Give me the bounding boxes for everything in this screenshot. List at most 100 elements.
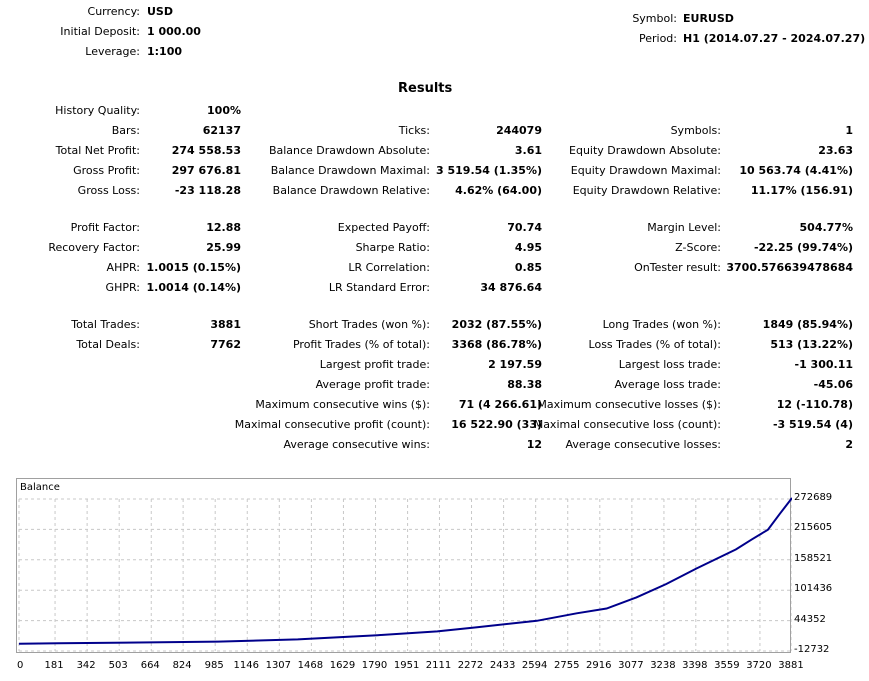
header-label: Period:	[638, 32, 677, 45]
stat-label: Average consecutive losses:	[565, 438, 721, 451]
stat-value: 2032 (87.55%)	[451, 318, 542, 331]
stat-label: Total Trades:	[71, 318, 140, 331]
stat-value: 2	[845, 438, 853, 451]
header-label: Symbol:	[632, 12, 677, 25]
stat-value: 16 522.90 (33)	[451, 418, 542, 431]
stat-value: 1.0014 (0.14%)	[146, 281, 242, 294]
stat-value: 25.99	[206, 241, 241, 254]
stat-label: LR Correlation:	[348, 261, 430, 274]
stat-label: Total Net Profit:	[55, 144, 140, 157]
stat-label: Profit Factor:	[70, 221, 140, 234]
stat-value: 88.38	[507, 378, 542, 391]
stat-label: Average profit trade:	[315, 378, 430, 391]
x-tick-label: 824	[172, 660, 192, 671]
x-tick-label: 664	[140, 660, 160, 671]
stat-value: 3 519.54 (1.35%)	[436, 164, 542, 177]
stat-label: Average consecutive wins:	[283, 438, 430, 451]
stat-value: 3700.576639478684	[726, 261, 853, 274]
stat-label: Recovery Factor:	[48, 241, 140, 254]
stat-label: LR Standard Error:	[328, 281, 430, 294]
stat-label: Balance Drawdown Absolute:	[268, 144, 430, 157]
stat-value: 0.85	[514, 261, 542, 274]
y-tick-label: 158521	[794, 552, 833, 564]
stat-value: 12	[526, 438, 542, 451]
stat-value: 34 876.64	[480, 281, 542, 294]
y-tick-label: 44352	[794, 613, 826, 625]
x-tick-label: 342	[76, 660, 96, 671]
x-tick-label: 2594	[521, 660, 548, 671]
stat-value: 4.95	[514, 241, 542, 254]
stat-value: 70.74	[507, 221, 542, 234]
stat-label: Balance Drawdown Relative:	[272, 184, 430, 197]
stat-value: 4.62% (64.00)	[455, 184, 542, 197]
stat-value: 504.77%	[799, 221, 853, 234]
header-value: 1:100	[147, 45, 183, 58]
stat-label: Maximal consecutive profit (count):	[234, 418, 430, 431]
stat-value: 3881	[210, 318, 241, 331]
y-tick-label: 272689	[794, 492, 833, 503]
x-tick-label: 3398	[682, 660, 708, 671]
stat-value: 244079	[496, 124, 542, 137]
stat-label: Profit Trades (% of total):	[292, 338, 430, 351]
stat-value: 1	[845, 124, 853, 137]
stat-label: Equity Drawdown Maximal:	[570, 164, 721, 177]
x-tick-label: 1146	[233, 660, 259, 671]
stat-label: Maximum consecutive losses ($):	[537, 398, 721, 411]
x-tick-label: 3881	[778, 660, 804, 671]
stat-value: 1849 (85.94%)	[762, 318, 853, 331]
stat-value: 100%	[207, 104, 241, 117]
chart-title: Balance	[20, 482, 60, 493]
stat-label: Sharpe Ratio:	[355, 241, 430, 254]
stat-label: Expected Payoff:	[337, 221, 430, 234]
stat-value: 23.63	[818, 144, 853, 157]
balance-chart	[16, 478, 792, 653]
stat-label: Short Trades (won %):	[308, 318, 430, 331]
x-tick-label: 503	[108, 660, 128, 671]
stat-value: -3 519.54 (4)	[772, 418, 853, 431]
stat-label: GHPR:	[105, 281, 140, 294]
stat-label: Ticks:	[398, 124, 430, 137]
stat-value: 2 197.59	[488, 358, 542, 371]
stat-label: Margin Level:	[647, 221, 721, 234]
x-tick-label: 181	[44, 660, 64, 671]
stat-value: 7762	[210, 338, 241, 351]
stat-label: Long Trades (won %):	[602, 318, 721, 331]
x-tick-label: 1790	[361, 660, 388, 671]
stat-value: -1 300.11	[794, 358, 854, 371]
balance-line	[18, 497, 792, 645]
stat-label: Equity Drawdown Relative:	[572, 184, 721, 197]
header-value: EURUSD	[683, 12, 734, 25]
stat-label: Largest profit trade:	[319, 358, 430, 371]
stat-label: Equity Drawdown Absolute:	[569, 144, 721, 157]
stat-value: 11.17% (156.91)	[750, 184, 853, 197]
x-tick-label: 2111	[425, 660, 452, 671]
stat-value: 274 558.53	[171, 144, 241, 157]
stat-value: -23 118.28	[174, 184, 241, 197]
stat-label: Maximum consecutive wins ($):	[255, 398, 430, 411]
stat-label: Balance Drawdown Maximal:	[270, 164, 430, 177]
y-tick-label: -12732	[794, 644, 830, 655]
stat-label: Z-Score:	[675, 241, 721, 254]
header-value: USD	[147, 5, 173, 18]
balance-chart-svg	[18, 497, 792, 652]
stat-value: -22.25 (99.74%)	[753, 241, 853, 254]
stat-label: Maximal consecutive loss (count):	[533, 418, 721, 431]
results-title: Results	[398, 81, 453, 96]
x-tick-label: 3720	[746, 660, 772, 671]
x-tick-label: 1468	[297, 660, 324, 671]
stat-value: 71 (4 266.61)	[458, 398, 542, 411]
stat-value: 62137	[202, 124, 241, 137]
stat-label: Largest loss trade:	[618, 358, 721, 371]
stat-label: Symbols:	[670, 124, 721, 137]
y-tick-label: 101436	[794, 583, 833, 595]
x-tick-label: 2272	[457, 660, 484, 671]
x-tick-label: 2755	[553, 660, 580, 671]
x-tick-label: 985	[204, 660, 224, 671]
stat-label: Loss Trades (% of total):	[588, 338, 721, 351]
stat-label: History Quality:	[55, 104, 140, 117]
stat-value: 297 676.81	[171, 164, 241, 177]
stat-value: 513 (13.22%)	[770, 338, 853, 351]
stat-value: 10 563.74 (4.41%)	[739, 164, 853, 177]
header-value: 1 000.00	[147, 25, 201, 38]
header-label: Leverage:	[85, 45, 140, 58]
